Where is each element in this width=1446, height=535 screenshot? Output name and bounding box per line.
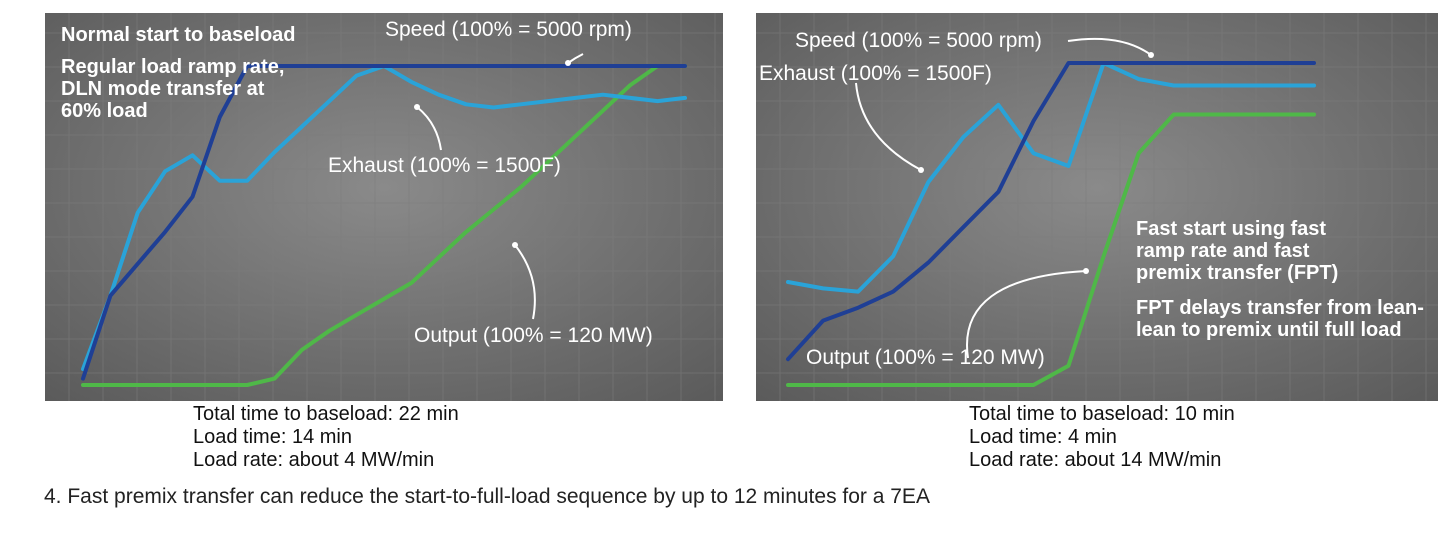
chart-panel-normal-start: Normal start to baseload Regular load ra… — [45, 13, 723, 401]
label-output-right: Output (100% = 120 MW) — [806, 346, 1045, 369]
stat-load-time-left: Load time: 14 min — [193, 426, 352, 448]
callout-arrow — [514, 244, 536, 320]
note-fpt-delays: FPT delays transfer from lean-lean to pr… — [1136, 297, 1424, 341]
callout-arrows — [855, 37, 1154, 359]
chart-svg-normal-start — [45, 13, 723, 401]
label-speed-right: Speed (100% = 5000 rpm) — [795, 29, 1042, 52]
stat-load-time-right: Load time: 4 min — [969, 426, 1117, 448]
label-exhaust-left: Exhaust (100% = 1500F) — [328, 154, 561, 177]
note-fast-start: Fast start using fast ramp rate and fast… — [1136, 218, 1339, 284]
grid — [756, 13, 1438, 401]
chart-svg-fast-start — [756, 13, 1438, 401]
stat-load-rate-right: Load rate: about 14 MW/min — [969, 449, 1222, 471]
callout-arrow — [1067, 37, 1152, 56]
callout-arrow — [966, 270, 1087, 359]
callout-arrow — [855, 82, 922, 171]
arrow-head — [512, 242, 518, 248]
series-line-speed — [81, 64, 687, 381]
title-normal-start: Normal start to baseload — [61, 24, 296, 46]
callout-arrow — [416, 106, 442, 151]
series-line-output — [81, 64, 687, 387]
series-line-exhaust — [786, 61, 1316, 294]
chart-panel-fast-start: Speed (100% = 5000 rpm) Exhaust (100% = … — [756, 13, 1438, 401]
label-speed-left: Speed (100% = 5000 rpm) — [385, 18, 632, 41]
arrow-head — [1083, 268, 1089, 274]
arrow-head — [1148, 52, 1154, 58]
stat-load-rate-left: Load rate: about 4 MW/min — [193, 449, 435, 471]
stat-total-time-right: Total time to baseload: 10 min — [969, 403, 1235, 425]
panel-background — [45, 13, 723, 401]
series-line-speed — [786, 61, 1316, 362]
note-regular-load-ramp: Regular load ramp rate, DLN mode transfe… — [61, 56, 285, 122]
callout-arrows — [414, 53, 584, 320]
stat-total-time-left: Total time to baseload: 22 min — [193, 403, 459, 425]
arrow-head — [918, 167, 924, 173]
arrow-head — [414, 104, 420, 110]
arrow-head — [565, 60, 571, 66]
series-line-output — [786, 112, 1316, 387]
figure-caption: 4. Fast premix transfer can reduce the s… — [44, 485, 930, 508]
label-exhaust-right: Exhaust (100% = 1500F) — [759, 62, 992, 85]
label-output-left: Output (100% = 120 MW) — [414, 324, 653, 347]
